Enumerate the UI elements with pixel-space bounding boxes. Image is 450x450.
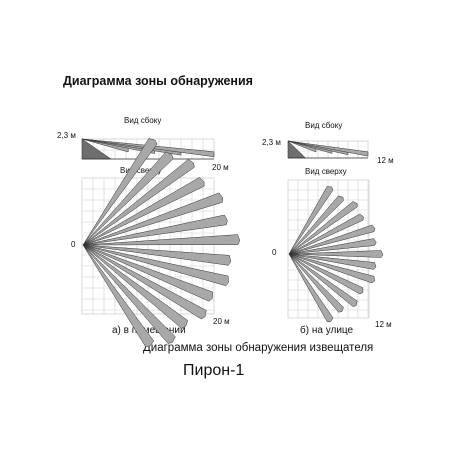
indoor-height-label: 2,3 м bbox=[57, 131, 76, 140]
indoor-side-view-label: Вид сбоку bbox=[124, 116, 162, 125]
indoor-top-beam bbox=[82, 244, 176, 344]
outdoor-top-range-label: 12 м bbox=[375, 320, 392, 329]
outdoor-top-beam bbox=[288, 195, 344, 255]
indoor-top-beam bbox=[82, 244, 189, 329]
outdoor-top-beam bbox=[288, 250, 384, 258]
indoor-top-view-label: Вид сверху bbox=[120, 166, 162, 175]
outdoor-top-beam bbox=[288, 186, 334, 255]
outdoor-height-label: 2,3 м bbox=[262, 138, 281, 147]
outdoor-origin-label: 0 bbox=[272, 248, 277, 257]
outdoor-side-view bbox=[287, 140, 369, 159]
outdoor-top-beam bbox=[288, 201, 358, 255]
indoor-top-range-label: 20 м bbox=[213, 317, 230, 326]
indoor-top-beam bbox=[82, 192, 224, 246]
outdoor-top-beam bbox=[288, 238, 377, 255]
outdoor-top-view bbox=[287, 179, 384, 323]
outdoor-top-beam bbox=[288, 224, 376, 255]
indoor-top-beam bbox=[82, 177, 205, 246]
indoor-top-beam bbox=[82, 244, 232, 266]
indoor-top-beam bbox=[82, 244, 229, 287]
indoor-top-beam bbox=[82, 138, 158, 246]
indoor-top-beam bbox=[82, 244, 213, 302]
indoor-top-view bbox=[81, 138, 241, 347]
diagram-title: Диаграмма зоны обнаружения bbox=[63, 74, 253, 88]
outdoor-top-view-label: Вид сверху bbox=[305, 167, 347, 176]
outdoor-caption: б) на улице bbox=[300, 325, 354, 336]
outdoor-top-beam bbox=[288, 253, 344, 313]
indoor-top-beam bbox=[82, 234, 241, 246]
indoor-side-range-label: 20 м bbox=[212, 163, 229, 172]
outdoor-top-beam bbox=[288, 253, 334, 323]
indoor-top-beam bbox=[82, 214, 228, 246]
outdoor-side-range-label: 12 м bbox=[377, 156, 394, 165]
outdoor-top-beam bbox=[288, 253, 364, 295]
indoor-top-beam bbox=[82, 151, 174, 246]
outdoor-top-beam bbox=[288, 253, 377, 270]
outdoor-top-beam bbox=[288, 213, 364, 255]
outdoor-top-beam bbox=[288, 253, 375, 284]
outdoor-side-view-label: Вид сбоку bbox=[305, 121, 343, 130]
indoor-caption: а) в помещении bbox=[112, 325, 186, 336]
indoor-top-beam bbox=[82, 244, 155, 347]
indoor-top-beam bbox=[82, 159, 195, 246]
outdoor-top-beam bbox=[288, 253, 358, 307]
outdoor-side-side-beam bbox=[287, 140, 369, 157]
indoor-origin-label: 0 bbox=[71, 240, 76, 249]
indoor-top-beam bbox=[82, 244, 207, 320]
diagram-caption: Диаграмма зоны обнаружения извещателя bbox=[143, 342, 374, 354]
product-name: Пирон-1 bbox=[183, 362, 245, 379]
